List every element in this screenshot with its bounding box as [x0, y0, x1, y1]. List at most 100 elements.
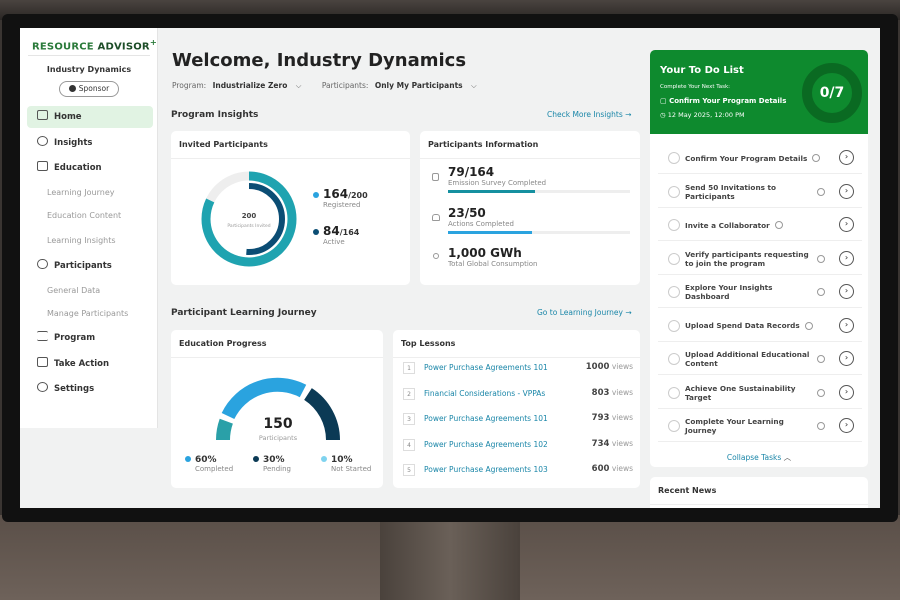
task-label: Complete Your Learning Journey	[685, 417, 784, 435]
task-checkbox[interactable]	[668, 152, 680, 164]
help-icon[interactable]	[817, 388, 825, 397]
sidebar-item-manage-participants[interactable]: Manage Participants	[47, 309, 129, 318]
help-icon[interactable]	[812, 154, 821, 162]
lesson-link[interactable]: Power Purchase Agreements 102	[424, 439, 548, 449]
participants-select[interactable]: Only My Participants	[374, 81, 463, 90]
help-icon[interactable]	[817, 288, 825, 296]
task-checkbox[interactable]	[668, 286, 680, 298]
help-icon[interactable]	[817, 254, 825, 263]
task-checkbox[interactable]	[668, 353, 680, 365]
invited-donut: 200 Participants Invited	[201, 171, 297, 267]
sidebar-item-education-content[interactable]: Education Content	[47, 211, 122, 220]
lesson-row[interactable]: 4 Power Purchase Agreements 102 734 views	[403, 438, 633, 464]
chevron-right-icon[interactable]: ›	[839, 317, 854, 333]
task-checkbox[interactable]	[668, 420, 680, 432]
card-title: Recent News	[650, 477, 868, 505]
help-icon[interactable]	[817, 355, 825, 363]
todo-task[interactable]: Send 50 Invitations to Participants ›	[658, 176, 862, 208]
home-icon	[37, 110, 48, 120]
chevron-right-icon[interactable]: ›	[839, 250, 854, 266]
collapse-tasks-button[interactable]: Collapse Tasks ︿	[650, 452, 868, 463]
todo-task[interactable]: Explore Your Insights Dashboard ›	[658, 276, 862, 308]
lesson-row[interactable]: 5 Power Purchase Agreements 103 600 views	[403, 464, 633, 489]
logo[interactable]: RESOURCE ADVISOR+	[32, 37, 157, 52]
chevron-right-icon[interactable]: ›	[839, 217, 854, 232]
sidebar-item-home[interactable]: Home	[27, 106, 153, 128]
task-checkbox[interactable]	[668, 252, 680, 265]
nav-label: Home	[54, 112, 82, 122]
lesson-row[interactable]: 3 Power Purchase Agreements 101 793 views	[403, 413, 633, 438]
sidebar-item-learning-insights[interactable]: Learning Insights	[47, 236, 116, 245]
lesson-link[interactable]: Power Purchase Agreements 103	[424, 465, 548, 474]
help-icon[interactable]	[774, 221, 783, 229]
todo-task[interactable]: Achieve One Sustainability Target ›	[658, 377, 862, 409]
sidebar-item-program[interactable]: Program	[27, 327, 153, 349]
legend-not-started: 10% Not Started	[321, 455, 371, 473]
help-icon[interactable]	[804, 321, 813, 330]
sidebar-item-education[interactable]: Education	[27, 157, 153, 179]
lesson-views: 1000	[585, 362, 610, 372]
role-label: Sponsor	[78, 84, 110, 93]
task-checkbox[interactable]	[668, 185, 680, 198]
go-to-learning-journey-link[interactable]: Go to Learning Journey →	[537, 308, 632, 317]
help-icon[interactable]	[817, 187, 825, 196]
education-gauge: 150 Participants	[215, 377, 340, 442]
lesson-row[interactable]: 2 Financial Considerations - VPPAs 803 vi…	[403, 387, 633, 413]
legend-dot	[313, 192, 319, 198]
sidebar-item-participants[interactable]: Participants	[27, 255, 153, 277]
nav-label: Program	[54, 333, 96, 343]
todo-task[interactable]: Confirm Your Program Details ›	[658, 142, 862, 174]
nav-label: Insights	[54, 138, 93, 148]
views-label: views	[611, 387, 633, 397]
chevron-right-icon[interactable]: ›	[839, 150, 854, 165]
active-total: /164	[339, 228, 360, 237]
chevron-right-icon[interactable]: ›	[839, 284, 854, 299]
chart-icon	[37, 136, 48, 146]
registered-arc	[201, 171, 297, 267]
chevron-right-icon[interactable]: ›	[839, 418, 854, 433]
sidebar-item-general-data[interactable]: General Data	[47, 286, 101, 295]
donut-center-value: 200	[242, 212, 257, 220]
lesson-views: 734	[591, 438, 610, 449]
todo-task[interactable]: Verify participants requesting to join t…	[658, 243, 862, 275]
chevron-right-icon[interactable]: ›	[839, 384, 854, 400]
info-row: 23/50 Actions Completed	[448, 206, 630, 234]
sidebar-item-take-action[interactable]: Take Action	[27, 353, 153, 375]
lesson-row[interactable]: 1 Power Purchase Agreements 101 1000 view…	[403, 362, 633, 387]
legend-label: Not Started	[331, 465, 372, 473]
next-task-link[interactable]: ▢ Confirm Your Program Details	[660, 97, 786, 105]
lesson-link[interactable]: Financial Considerations - VPPAs	[424, 388, 546, 398]
lesson-link[interactable]: Power Purchase Agreements 101	[424, 363, 548, 372]
todo-task[interactable]: Complete Your Learning Journey ›	[658, 410, 862, 442]
logo-text-bold: ADVISOR	[97, 41, 150, 53]
todo-task[interactable]: Upload Spend Data Records ›	[658, 310, 862, 342]
sidebar-item-learning-journey[interactable]: Learning Journey	[47, 188, 115, 197]
legend-value: 60%	[195, 455, 217, 465]
gauge-completed-arc	[221, 377, 307, 420]
logo-text: RESOURCE	[32, 41, 94, 53]
help-icon[interactable]	[817, 422, 825, 430]
task-checkbox[interactable]	[668, 219, 680, 231]
chevron-right-icon[interactable]: ›	[839, 351, 854, 366]
sidebar-item-insights[interactable]: Insights	[27, 132, 153, 154]
logo-plus: +	[149, 37, 158, 47]
todo-task[interactable]: Invite a Collaborator ›	[658, 209, 862, 241]
gear-icon	[37, 382, 48, 392]
registered-total: /200	[348, 191, 368, 200]
program-select[interactable]: Industrialize Zero	[212, 81, 288, 90]
lesson-rank: 4	[403, 438, 415, 451]
todo-task[interactable]: Upload Additional Educational Content ›	[658, 343, 862, 375]
book-icon	[37, 161, 48, 171]
chevron-down-icon[interactable]: ⌵	[471, 81, 477, 90]
task-checkbox[interactable]	[668, 319, 680, 332]
active-label: Active	[323, 238, 345, 246]
education-progress-card: Education Progress 150 Participants 60% C…	[171, 330, 383, 488]
check-more-insights-link[interactable]: Check More Insights →	[547, 110, 631, 119]
info-value: 1,000 GWh	[448, 246, 522, 260]
lesson-link[interactable]: Power Purchase Agreements 101	[424, 414, 548, 423]
chevron-down-icon[interactable]: ⌵	[295, 81, 302, 90]
registered-label: Registered	[323, 201, 361, 209]
task-checkbox[interactable]	[668, 386, 680, 399]
sidebar-item-settings[interactable]: Settings	[27, 378, 153, 400]
chevron-right-icon[interactable]: ›	[839, 183, 854, 199]
